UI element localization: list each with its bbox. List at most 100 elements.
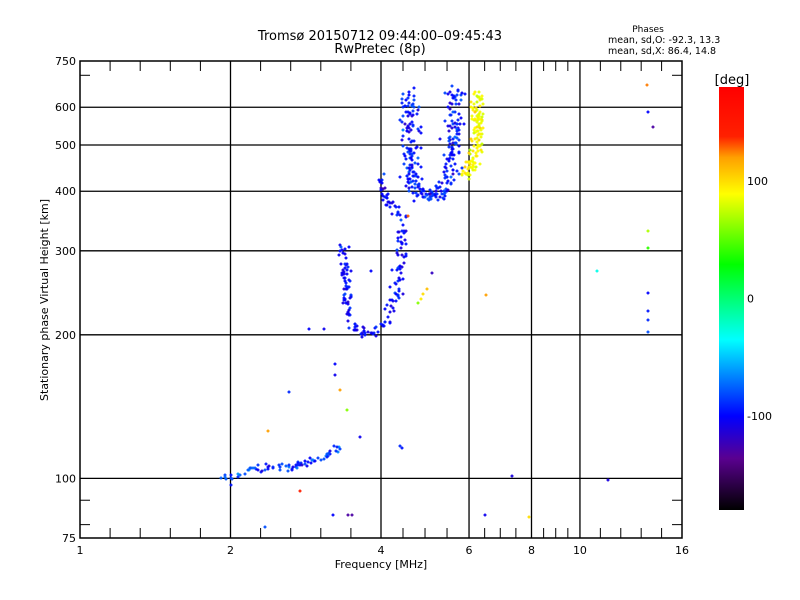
echo-point: [366, 330, 370, 334]
colorbar-tick-label: 100: [747, 175, 768, 188]
echo-point: [428, 192, 432, 196]
echo-point: [477, 138, 481, 142]
echo-point: [224, 477, 228, 481]
echo-point: [334, 449, 338, 453]
echo-point: [440, 192, 444, 196]
echo-point: [408, 168, 412, 172]
echo-point: [322, 457, 326, 461]
echo-point: [443, 119, 447, 123]
echo-point: [311, 458, 315, 462]
echo-point: [451, 137, 455, 141]
echo-point: [462, 122, 466, 126]
echo-point: [408, 152, 412, 156]
echo-point: [451, 96, 455, 100]
echo-point: [412, 170, 416, 174]
echo-point: [447, 139, 451, 143]
echo-point: [430, 190, 434, 194]
echo-point: [412, 94, 416, 98]
echo-point: [425, 287, 429, 291]
echo-point: [471, 160, 475, 164]
echo-point: [476, 129, 480, 133]
echo-point: [380, 181, 384, 185]
echo-point: [406, 124, 410, 128]
echo-point: [410, 114, 414, 118]
echo-point: [472, 144, 476, 148]
y-tick-label: 100: [55, 472, 76, 485]
echo-point: [449, 182, 453, 186]
echo-point: [409, 149, 413, 153]
echo-point: [342, 270, 346, 274]
echo-point: [455, 122, 459, 126]
echo-point: [300, 463, 304, 467]
echo-point: [471, 163, 475, 167]
y-axis-label: Stationary phase Virtual Height [km]: [38, 199, 51, 401]
echo-point: [446, 105, 450, 109]
echo-point: [455, 132, 459, 136]
echo-point: [478, 110, 482, 114]
echo-point: [483, 513, 487, 517]
echo-point: [305, 464, 309, 468]
echo-point: [360, 335, 364, 339]
echo-point: [479, 121, 483, 125]
echo-point: [473, 110, 477, 114]
echo-point: [404, 229, 408, 233]
echo-point: [345, 408, 349, 412]
echo-point: [419, 191, 423, 195]
echo-point: [341, 268, 345, 272]
echo-point: [475, 146, 479, 150]
echo-point: [401, 292, 405, 296]
echo-point: [468, 165, 472, 169]
echo-point: [325, 455, 329, 459]
echo-point: [398, 264, 402, 268]
echo-point: [443, 176, 447, 180]
echo-point: [256, 463, 260, 467]
echo-point: [394, 292, 398, 296]
echo-point: [388, 321, 392, 325]
echo-point: [388, 310, 392, 314]
echo-point: [416, 183, 420, 187]
echo-point: [480, 94, 484, 98]
echo-point: [473, 137, 477, 141]
echo-point: [476, 144, 480, 148]
echo-point: [381, 194, 385, 198]
echo-point: [340, 273, 344, 277]
echo-point: [374, 325, 378, 329]
echo-point: [394, 205, 398, 209]
echo-point: [450, 93, 454, 97]
echo-point: [469, 159, 473, 163]
echo-point: [451, 168, 455, 172]
echo-point: [406, 150, 410, 154]
echo-point: [353, 325, 357, 329]
echo-point: [332, 444, 336, 448]
echo-point: [447, 159, 451, 163]
echo-point: [230, 477, 234, 481]
echo-point: [413, 161, 417, 165]
echo-point: [466, 167, 470, 171]
echo-point: [646, 330, 650, 334]
echo-point: [446, 92, 450, 96]
echo-point: [404, 157, 408, 161]
echo-point: [405, 146, 409, 150]
echo-point: [409, 140, 413, 144]
echo-point: [429, 197, 433, 201]
echo-point: [409, 156, 413, 160]
echo-point: [411, 191, 415, 195]
echo-point: [400, 120, 404, 124]
y-tick-label: 200: [55, 329, 76, 342]
echo-point: [403, 154, 407, 158]
echo-point: [416, 162, 420, 166]
echo-point: [473, 117, 477, 121]
echo-point: [299, 461, 303, 465]
echo-point: [346, 285, 350, 289]
echo-point: [419, 131, 423, 135]
echo-point: [395, 268, 399, 272]
echo-point: [469, 137, 473, 141]
echo-point: [440, 181, 444, 185]
echo-point: [476, 149, 480, 153]
plot-frame: [79, 60, 683, 539]
colorbar-tick-labels: 100 0 -100: [747, 175, 772, 423]
echo-point: [423, 195, 427, 199]
echo-point: [341, 301, 345, 305]
echo-point: [385, 303, 389, 307]
